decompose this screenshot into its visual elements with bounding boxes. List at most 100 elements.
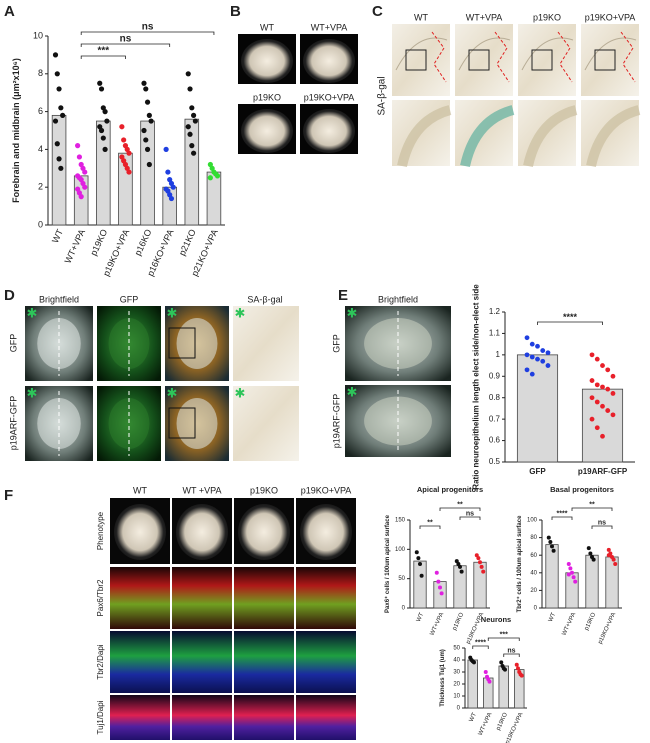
significance-label: *** (97, 46, 109, 57)
tissue-outline (584, 37, 637, 71)
significance-bracket (459, 516, 481, 520)
bar (516, 354, 559, 463)
data-point (566, 562, 571, 566)
x-tick-label: WT+VPA (429, 612, 445, 637)
x-tick-label: p21KO (177, 228, 198, 258)
significance-label: **** (563, 312, 578, 322)
y-tick-label: 0.8 (489, 393, 501, 402)
embryo (303, 39, 355, 83)
data-point (483, 670, 488, 674)
data-point (187, 86, 193, 92)
data-point (540, 358, 546, 364)
data-point (605, 386, 611, 392)
x-tick-label: p19KO+VPA (598, 612, 618, 645)
y-tick-label: 20 (530, 588, 537, 594)
image-label: p19KO+VPA (304, 92, 355, 102)
y-tick-label: 6 (38, 106, 43, 116)
column-label: Brightfield (378, 294, 418, 304)
column-label: Brightfield (39, 294, 79, 304)
data-point (58, 105, 64, 111)
y-tick-label: 150 (395, 518, 406, 524)
x-tick-label: p19KO (88, 228, 109, 258)
y-tick-label: 60 (530, 553, 537, 559)
data-point (529, 354, 535, 360)
image (110, 695, 170, 740)
inset-box (531, 49, 553, 71)
data-point (589, 352, 595, 358)
data-point (418, 562, 422, 566)
data-point (434, 570, 439, 575)
data-point (479, 564, 484, 569)
data-point (141, 127, 147, 134)
x-tick-label: WT (548, 612, 558, 623)
data-point (170, 184, 176, 190)
data-point (165, 169, 171, 175)
marker: ✱ (235, 385, 246, 400)
marker: ✱ (347, 305, 358, 320)
data-point (545, 350, 551, 356)
inset-box (168, 327, 196, 359)
data-point (419, 573, 424, 578)
data-point (119, 124, 125, 130)
row-label: Tbr2/Dapi (96, 644, 105, 679)
data-point (82, 169, 88, 175)
y-tick-label: 1.2 (489, 307, 501, 316)
data-point (551, 548, 556, 553)
data-point (605, 408, 611, 413)
specimen (108, 398, 150, 449)
data-point (76, 154, 83, 160)
panel-label: C (372, 3, 383, 20)
y-tick-label: 10 (453, 694, 460, 700)
embryo (241, 39, 293, 83)
data-point (104, 118, 110, 124)
y-tick-label: 0.6 (489, 436, 501, 445)
bar (140, 120, 155, 226)
data-point (600, 403, 605, 409)
x-tick-label: WT+VPA (561, 612, 577, 637)
y-tick-label: 0 (457, 706, 461, 712)
data-point (600, 433, 605, 439)
image-label: WT+VPA (311, 22, 348, 32)
y-axis-label: Ratio neuroepithelium length elect side/… (472, 284, 481, 490)
data-point (148, 118, 154, 124)
bar (413, 560, 427, 609)
data-point (168, 195, 175, 202)
x-tick-label: GFP (529, 467, 546, 476)
inset-box (168, 407, 196, 439)
panel-label: A (4, 3, 15, 20)
data-point (566, 572, 571, 577)
row-label: GFP (8, 334, 18, 353)
bar (96, 120, 111, 226)
image (296, 695, 356, 740)
x-tick-label: WT+VPA (63, 228, 88, 265)
column-label: WT +VPA (183, 485, 222, 495)
row-label: Pax6/Tbr2 (96, 579, 105, 616)
data-point (613, 562, 618, 566)
y-axis-label: Tbr2⁺ cells / 100um apical surface (516, 515, 523, 613)
data-point (214, 173, 221, 179)
bar (581, 388, 624, 463)
inset-box (594, 49, 616, 71)
data-point (571, 575, 576, 580)
significance-bracket (80, 43, 171, 47)
embryo (241, 109, 293, 153)
panel-label: B (230, 3, 241, 20)
image (172, 631, 232, 693)
significance-label: ** (589, 502, 595, 509)
y-tick-label: 100 (527, 518, 538, 524)
boundary (494, 31, 510, 83)
specimen (37, 318, 81, 369)
significance-label: ** (427, 520, 433, 527)
bar (467, 659, 478, 709)
tissue-outline (395, 37, 448, 71)
y-tick-label: 1 (496, 350, 501, 359)
y-axis-label: Thickness Tuj1 (um) (440, 649, 446, 707)
image (581, 24, 639, 96)
tissue-band (397, 105, 452, 168)
y-tick-label: 2 (38, 182, 43, 192)
data-point (499, 660, 504, 665)
data-point (514, 662, 519, 667)
data-point (141, 80, 147, 86)
data-point (588, 551, 593, 556)
y-tick-label: 0.9 (489, 371, 501, 380)
